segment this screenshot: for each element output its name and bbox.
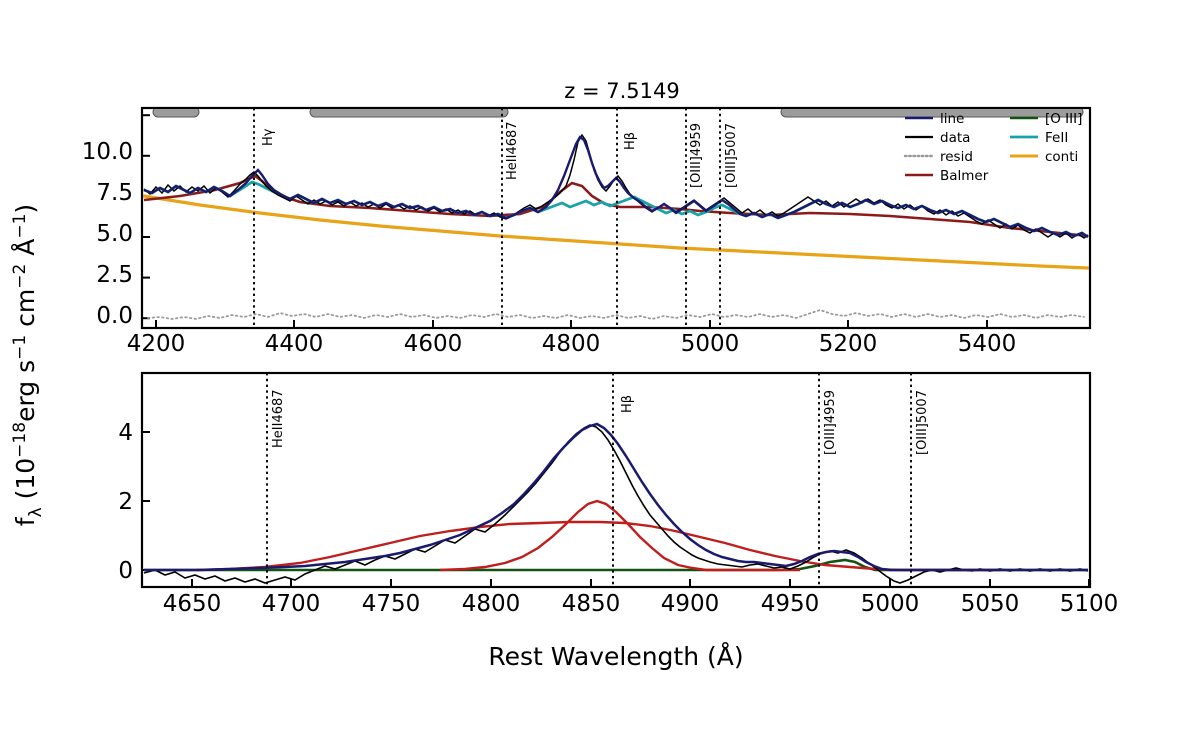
legend-entry-line: line <box>905 111 964 127</box>
xtick-bottom-6: 4950 <box>761 591 820 617</box>
xtick-top-5: 5200 <box>819 331 878 357</box>
legend-entry-resid: resid <box>903 149 973 165</box>
legend-entry-data: data <box>905 130 970 146</box>
series-balmer-top <box>143 174 1089 238</box>
legend-entry-conti: conti <box>1010 149 1078 165</box>
line-label-oiii5007: [OIII]5007 <box>724 123 739 188</box>
xtick-bottom-1: 4700 <box>262 591 321 617</box>
svg-text:fλ (10−18erg s−1 cm−2 Å−1): fλ (10−18erg s−1 cm−2 Å−1) <box>10 204 46 526</box>
ytick-top-0: 0.0 <box>96 303 133 329</box>
xtick-bottom-5: 4900 <box>661 591 720 617</box>
xtick-top-0: 4200 <box>127 331 186 357</box>
bottom-panel-frame <box>140 371 1092 589</box>
top-panel-yticks: 0.0 2.5 5.0 7.5 10.0 <box>82 114 150 329</box>
legend-entry-oiii: [O III] <box>1010 111 1082 127</box>
bottom-panel: 0 2 4 4650 4700 4750 4800 4850 4 <box>118 371 1119 671</box>
xtick-top-3: 4800 <box>542 331 601 357</box>
bottom-panel-line-markers: HeII4687 Hβ [OIII]4959 [OIII]5007 <box>266 373 930 587</box>
series-line-top <box>143 135 1089 238</box>
xtick-bottom-3: 4800 <box>462 591 521 617</box>
top-panel-line-markers: Hγ HeII4687 Hβ [OIII]4959 [OIII]5007 <box>253 108 739 328</box>
legend-label-data: data <box>940 130 970 146</box>
ytick-bottom-2: 4 <box>118 420 133 446</box>
x-axis-title: Rest Wavelength (Å) <box>488 642 743 671</box>
ytick-top-3: 7.5 <box>96 180 133 206</box>
series-line-bottom <box>144 422 1088 572</box>
ytick-top-4: 10.0 <box>82 139 133 165</box>
mask-bar-2 <box>309 109 509 118</box>
mask-bar-1 <box>152 109 200 118</box>
legend-label-balmer: Balmer <box>940 168 989 184</box>
ytick-bottom-0: 0 <box>118 558 133 584</box>
legend-label-conti: conti <box>1045 149 1078 165</box>
line-label-hbeta: Hβ <box>623 132 638 150</box>
xtick-bottom-7: 5000 <box>861 591 920 617</box>
line-label-bottom-heii4687: HeII4687 <box>271 389 286 448</box>
xtick-top-2: 4600 <box>404 331 463 357</box>
xtick-bottom-9: 5100 <box>1060 591 1119 617</box>
legend-label-resid: resid <box>940 149 973 165</box>
ytick-bottom-1: 2 <box>118 489 133 515</box>
legend: line data resid Balmer [O III] FeII <box>903 111 1082 184</box>
legend-label-feii: FeII <box>1045 130 1068 146</box>
y-axis-title: fλ (10−18erg s−1 cm−2 Å−1) <box>10 204 46 526</box>
series-resid-top <box>147 309 1085 320</box>
top-panel-xticks: 4200 4400 4600 4800 5000 5200 5400 <box>127 320 1017 357</box>
xtick-top-1: 4400 <box>265 331 324 357</box>
series-balmer-broad-1 <box>195 520 1000 572</box>
line-label-oiii4959: [OIII]4959 <box>689 123 704 188</box>
xtick-bottom-4: 4850 <box>562 591 621 617</box>
legend-label-oiii: [O III] <box>1045 111 1082 127</box>
line-label-heii4687: HeII4687 <box>505 121 520 180</box>
series-data-bottom <box>143 424 1089 584</box>
line-label-hgamma: Hγ <box>261 128 276 146</box>
ytick-top-1: 2.5 <box>96 262 133 288</box>
legend-entry-feii: FeII <box>1010 130 1068 146</box>
xtick-top-6: 5400 <box>958 331 1017 357</box>
series-balmer-broad-2 <box>439 499 800 572</box>
legend-entry-balmer: Balmer <box>905 168 989 184</box>
bottom-panel-xticks: 4650 4700 4750 4800 4850 4900 4950 5000 … <box>163 579 1119 617</box>
line-label-bottom-hbeta: Hβ <box>620 395 635 413</box>
line-label-bottom-oiii5007: [OIII]5007 <box>915 390 930 455</box>
series-conti-top <box>143 194 1089 270</box>
legend-label-line: line <box>940 111 964 127</box>
top-panel: z = 7.5149 0.0 2.5 5.0 7.5 10.0 <box>82 79 1092 357</box>
ytick-top-2: 5.0 <box>96 221 133 247</box>
panel-title: z = 7.5149 <box>564 79 679 103</box>
xtick-bottom-0: 4650 <box>163 591 222 617</box>
xtick-top-4: 5000 <box>681 331 740 357</box>
bottom-panel-yticks: 0 2 4 <box>118 420 150 584</box>
xtick-bottom-8: 5050 <box>961 591 1020 617</box>
top-panel-frame <box>140 106 1092 330</box>
xtick-bottom-2: 4750 <box>362 591 421 617</box>
line-label-bottom-oiii4959: [OIII]4959 <box>823 390 838 455</box>
